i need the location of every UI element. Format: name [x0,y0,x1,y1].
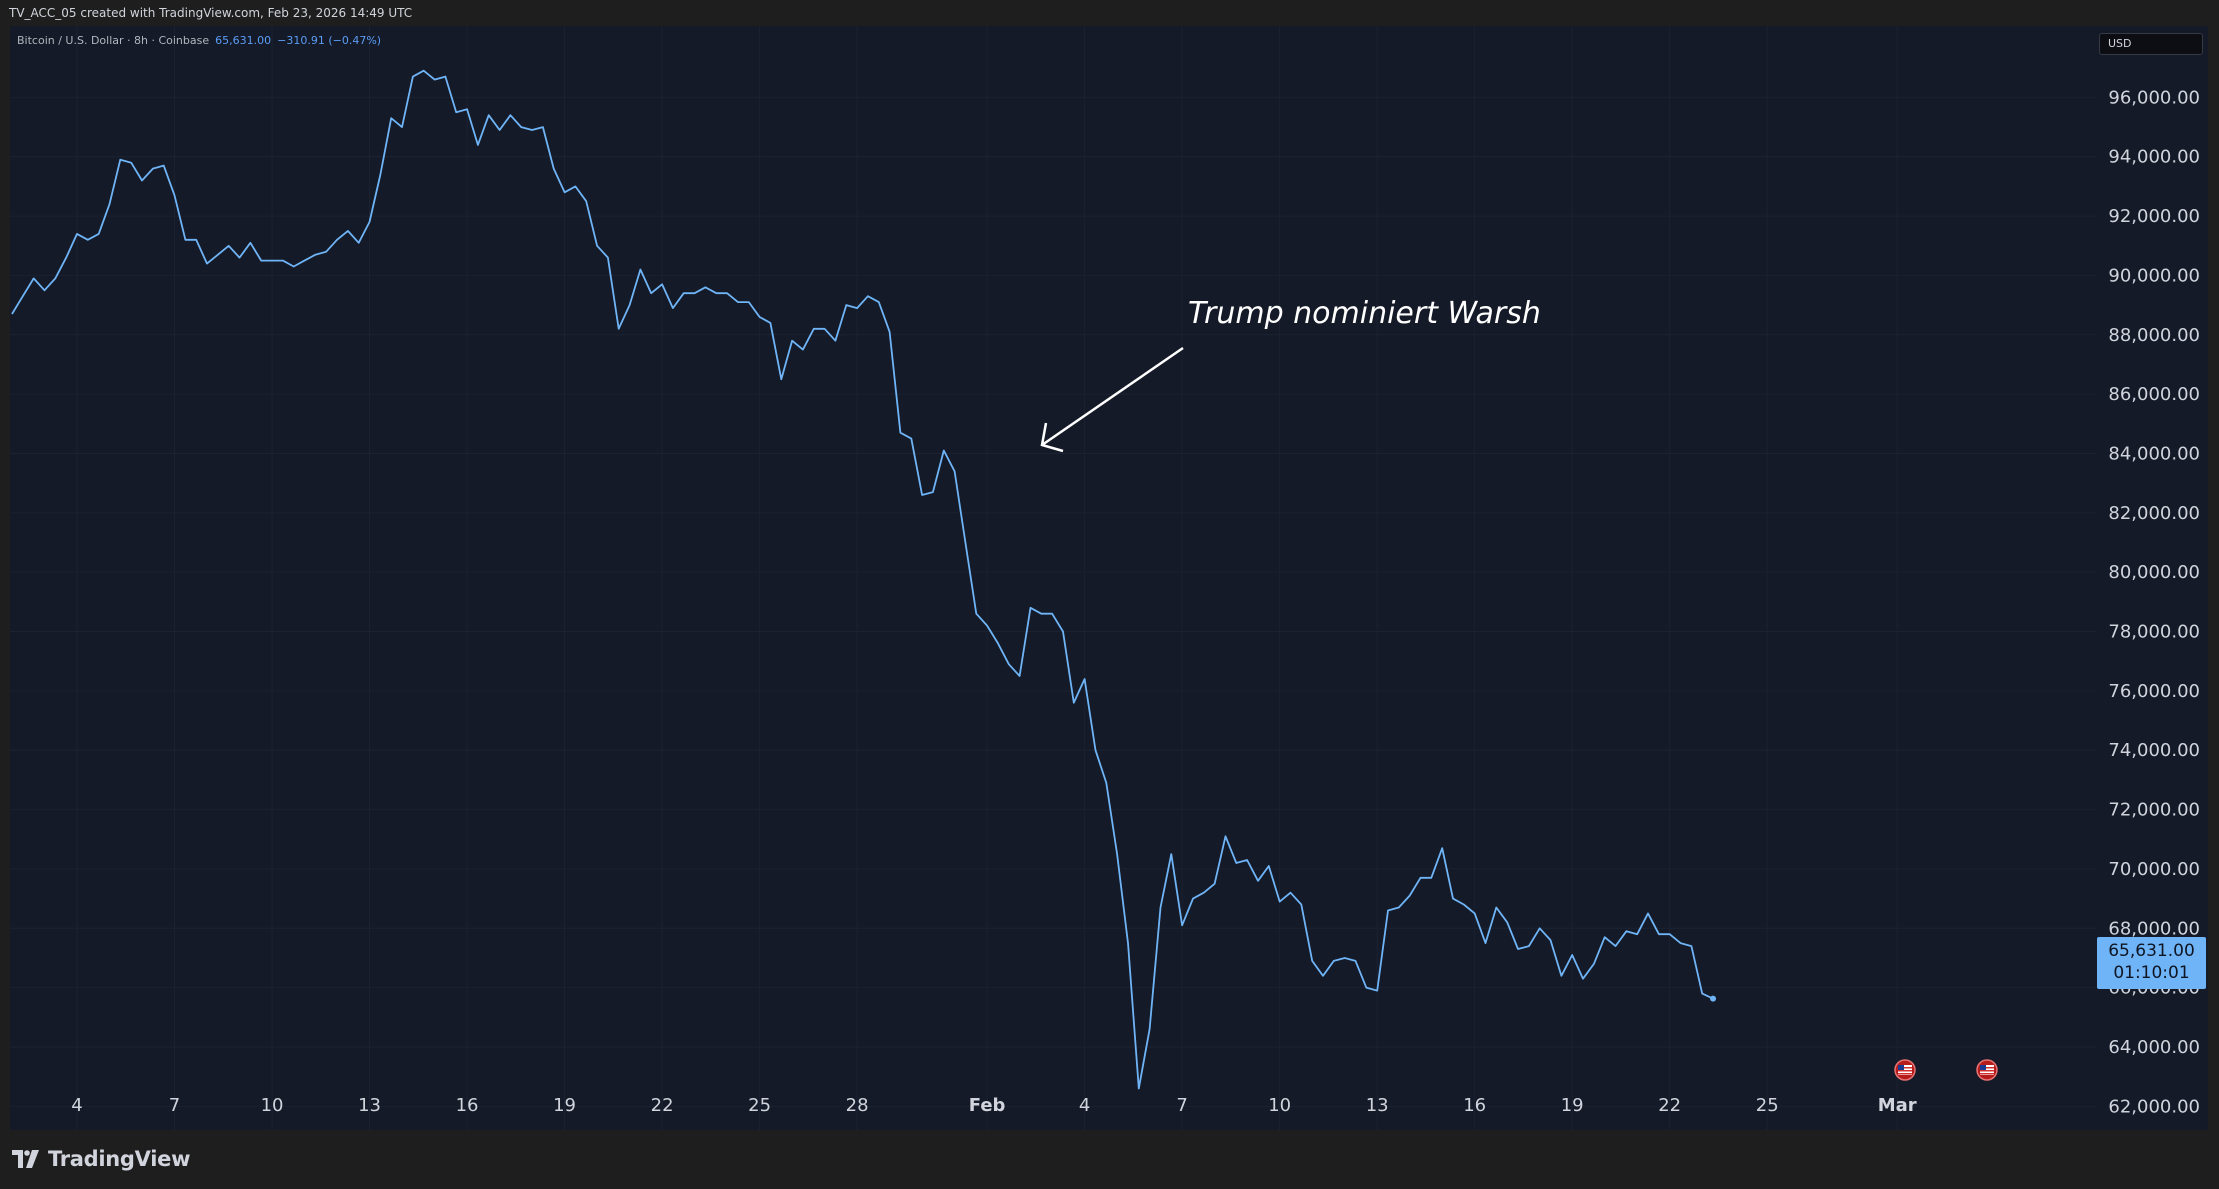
x-tick-label: 10 [261,1095,284,1116]
annotation-arrow[interactable] [1041,346,1184,447]
chart-canvas[interactable]: 62,000.0064,000.0066,000.0068,000.0070,0… [10,26,2208,1130]
last-price-point [1710,995,1717,1002]
y-tick-label: 76,000.00 [2108,681,2200,702]
x-tick-label: 13 [358,1095,381,1116]
price-change: −310.91 (−0.47%) [277,34,382,47]
price-line-layer [11,69,1717,1090]
symbol-name: Bitcoin / U.S. Dollar · 8h · Coinbase [17,34,210,47]
us-flag-icon[interactable] [1894,1059,1916,1081]
x-tick-label: Mar [1878,1095,1917,1116]
tradingview-logo-icon [12,1150,39,1168]
x-tick-label: 4 [71,1095,82,1116]
y-tick-label: 88,000.00 [2108,325,2200,346]
currency-dropdown[interactable]: USD [2099,33,2203,55]
y-tick-label: 68,000.00 [2108,918,2200,939]
x-axis: 4 7 10 13 16 19 22 25 28 Feb 4 7 10 13 16 19 22 25 Mar [71,1095,1917,1116]
y-tick-label: 82,000.00 [2108,503,2200,524]
x-tick-label: 22 [651,1095,674,1116]
x-tick-label: 22 [1658,1095,1681,1116]
x-tick-label: 13 [1366,1095,1389,1116]
badge-price: 65,631.00 [2108,941,2195,961]
grid [10,26,2096,1130]
last-price-badge: 65,631.00 01:10:01 [2097,937,2206,989]
y-tick-label: 74,000.00 [2108,740,2200,761]
tradingview-logo[interactable]: TradingView [12,1146,190,1172]
annotation-arrow-layer [1040,346,1184,453]
y-tick-label: 92,000.00 [2108,206,2200,227]
x-tick-label: 25 [1756,1095,1779,1116]
x-tick-label: Feb [969,1095,1006,1116]
event-markers [1894,1059,1998,1081]
x-tick-label: 10 [1268,1095,1291,1116]
x-tick-label: 19 [1561,1095,1584,1116]
y-tick-label: 62,000.00 [2108,1096,2200,1117]
y-tick-label: 70,000.00 [2108,859,2200,880]
x-tick-label: 25 [748,1095,771,1116]
footer-bar [0,1130,2219,1189]
last-price: 65,631.00 [215,34,272,47]
y-tick-label: 96,000.00 [2108,87,2200,108]
x-tick-label: 16 [1463,1095,1486,1116]
chart-caption: TV_ACC_05 created with TradingView.com, … [0,0,2219,26]
price-line[interactable] [11,69,1714,1090]
annotation-text[interactable]: Trump nominiert Warsh [1188,296,1541,331]
us-flag-icon[interactable] [1976,1059,1998,1081]
x-tick-label: 7 [1176,1095,1187,1116]
x-tick-label: 7 [169,1095,180,1116]
y-tick-label: 86,000.00 [2108,384,2200,405]
y-tick-label: 94,000.00 [2108,147,2200,168]
y-tick-label: 72,000.00 [2108,800,2200,821]
x-tick-label: 19 [553,1095,576,1116]
chart-area[interactable]: 62,000.0064,000.0066,000.0068,000.0070,0… [10,26,2208,1130]
x-tick-label: 16 [456,1095,479,1116]
y-tick-label: 84,000.00 [2108,443,2200,464]
symbol-legend[interactable]: Bitcoin / U.S. Dollar · 8h · Coinbase 65,… [17,34,381,47]
y-axis: 62,000.0064,000.0066,000.0068,000.0070,0… [2108,87,2200,1117]
annotation-arrowhead [1040,422,1064,453]
x-tick-label: 4 [1079,1095,1090,1116]
y-tick-label: 90,000.00 [2108,265,2200,286]
tradingview-wordmark: TradingView [48,1147,191,1171]
y-tick-label: 64,000.00 [2108,1037,2200,1058]
x-tick-label: 28 [846,1095,869,1116]
badge-countdown: 01:10:01 [2113,963,2190,983]
y-tick-label: 80,000.00 [2108,562,2200,583]
y-tick-label: 78,000.00 [2108,622,2200,643]
